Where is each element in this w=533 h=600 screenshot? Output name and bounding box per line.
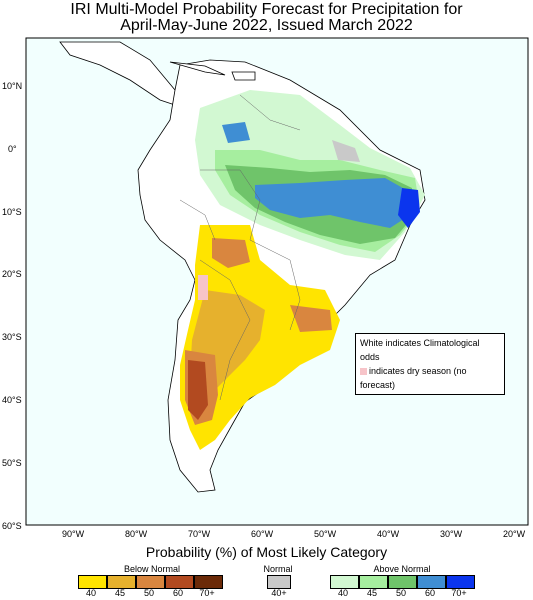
lon-label: 50°W (314, 529, 337, 539)
above-normal-swatch (388, 575, 417, 589)
below-normal-swatch (194, 575, 223, 589)
map-title-line2: April-May-June 2022, Issued March 2022 (120, 17, 413, 34)
above-normal-swatch (417, 575, 446, 589)
below-tick: 40 (85, 588, 96, 598)
dry-season-text: indicates dry season (no forecast) (360, 366, 467, 390)
lon-label: 40°W (377, 529, 400, 539)
lat-label: 50°S (2, 458, 22, 468)
below-tick: 45 (114, 588, 125, 598)
below-normal-swatch (78, 575, 107, 589)
lon-label: 30°W (440, 529, 463, 539)
below-normal-swatch (136, 575, 165, 589)
latitude-labels: 10°N 0° 10°S 20°S 30°S 40°S 50°S 60°S (2, 81, 22, 531)
dry-season-note: indicates dry season (no forecast) (360, 364, 500, 392)
below-normal-60-region (188, 360, 208, 420)
normal-swatch (267, 575, 291, 589)
lat-label: 10°S (2, 207, 22, 217)
normal-tick: 40+ (271, 588, 287, 598)
above-tick: 45 (366, 588, 377, 598)
lat-label: 0° (8, 144, 17, 154)
lon-label: 20°W (503, 529, 526, 539)
dry-season-swatch (360, 368, 367, 376)
country-borders (179, 94, 301, 401)
below-normal-title: Below Normal (123, 564, 181, 574)
lat-label: 60°S (2, 521, 22, 531)
above-normal-swatch (359, 575, 388, 589)
lat-label: 40°S (2, 395, 22, 405)
above-normal-60-region (255, 178, 410, 228)
below-tick: 50 (143, 588, 154, 598)
legend-caption: Probability (%) of Most Likely Category (145, 544, 388, 560)
normal-shading-gulf (332, 140, 360, 162)
below-normal-swatch (107, 575, 136, 589)
cuba-island (169, 61, 226, 76)
below-normal-50-region-north (212, 238, 250, 268)
below-tick: 70+ (199, 588, 215, 598)
longitude-labels: 90°W 80°W 70°W 60°W 50°W 40°W 30°W 20°W (62, 529, 526, 539)
lat-label: 20°S (2, 269, 22, 279)
above-tick: 50 (395, 588, 406, 598)
climatology-note: White indicates Climatological odds (360, 338, 480, 362)
lon-label: 60°W (251, 529, 274, 539)
above-normal-title: Above Normal (373, 564, 431, 574)
hispaniola-island (231, 71, 256, 81)
below-tick: 60 (172, 588, 183, 598)
lon-label: 70°W (188, 529, 211, 539)
lat-label: 30°S (2, 332, 22, 342)
below-normal-shading (180, 140, 360, 450)
above-tick: 40 (337, 588, 348, 598)
above-normal-swatch (330, 575, 359, 589)
dry-season-patch (198, 275, 208, 300)
below-normal-swatch (165, 575, 194, 589)
normal-title: Normal (263, 564, 293, 574)
above-normal-swatch (446, 575, 475, 589)
above-normal-60-north-patch (222, 122, 250, 143)
lon-label: 80°W (125, 529, 148, 539)
lat-label: 10°N (2, 81, 22, 91)
map-title-line1: IRI Multi-Model Probability Forecast for… (70, 1, 463, 18)
above-tick: 70+ (451, 588, 467, 598)
lon-label: 90°W (62, 529, 85, 539)
above-normal-70-region (398, 188, 420, 228)
below-normal-50-region-east (290, 305, 332, 332)
legend-note: White indicates Climatological odds indi… (355, 333, 505, 395)
above-tick: 60 (424, 588, 435, 598)
above-normal-shading (195, 90, 425, 260)
